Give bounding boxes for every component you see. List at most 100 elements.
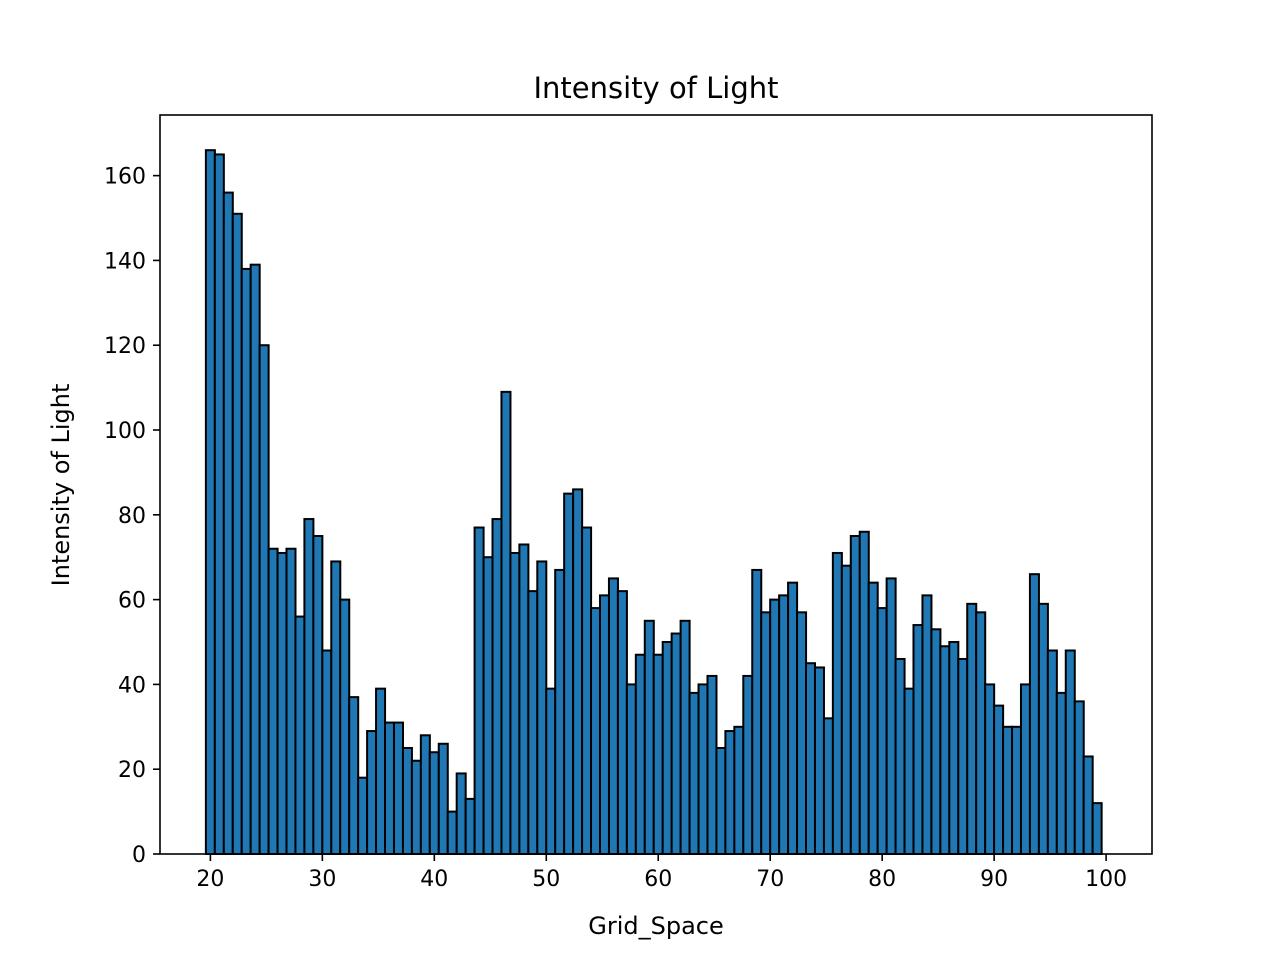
bar-38 — [545, 687, 557, 856]
bar-43 — [590, 607, 602, 856]
x-axis-label: Grid_Space — [588, 912, 724, 940]
bar-64 — [778, 594, 790, 855]
bar-95 — [1055, 691, 1067, 856]
bar-19 — [375, 687, 387, 856]
y-tick-label-80: 80 — [118, 504, 146, 529]
bar-79 — [912, 624, 924, 855]
bar-40 — [563, 492, 575, 855]
x-tick-label-50: 50 — [532, 867, 560, 892]
y-axis-label: Intensity of Light — [47, 384, 75, 587]
bar-84 — [957, 657, 969, 855]
bar-89 — [1002, 725, 1014, 855]
bar-52 — [670, 632, 682, 856]
bar-12 — [312, 535, 324, 855]
bar-15 — [339, 598, 351, 855]
bar-61 — [751, 568, 763, 855]
bar-9 — [285, 547, 297, 855]
x-tick-label-30: 30 — [308, 867, 336, 892]
bar-77 — [894, 657, 906, 855]
bar-7 — [267, 547, 279, 855]
bar-50 — [652, 653, 664, 855]
y-tick-label-100: 100 — [104, 419, 146, 444]
bar-98 — [1082, 755, 1094, 855]
bar-34 — [509, 551, 521, 855]
bar-51 — [661, 641, 673, 856]
bar-97 — [1073, 700, 1085, 855]
x-tick-label-60: 60 — [644, 867, 672, 892]
bar-2 — [222, 191, 234, 855]
bar-46 — [616, 590, 628, 855]
bar-62 — [760, 611, 772, 856]
bar-42 — [581, 526, 593, 856]
bar-72 — [849, 535, 861, 855]
bar-94 — [1046, 649, 1058, 855]
y-tick-label-160: 160 — [104, 165, 146, 190]
bar-14 — [330, 560, 342, 855]
bar-4 — [240, 267, 252, 856]
plot-area-frame — [159, 114, 1153, 855]
bar-67 — [805, 662, 817, 856]
bar-63 — [769, 598, 781, 855]
bar-88 — [993, 704, 1005, 855]
bar-3 — [231, 212, 243, 856]
y-tick-label-120: 120 — [104, 334, 146, 359]
bar-90 — [1011, 725, 1023, 855]
bar-48 — [634, 653, 646, 855]
bar-11 — [303, 518, 315, 855]
y-axis-ticks: 0 20 40 60 80 100 120 140 160 — [104, 165, 160, 868]
bar-39 — [554, 568, 566, 855]
bar-83 — [948, 641, 960, 856]
bar-69 — [822, 717, 834, 856]
y-tick-label-20: 20 — [118, 758, 146, 783]
bar-57 — [715, 747, 727, 855]
y-tick-label-0: 0 — [132, 843, 146, 868]
bar-16 — [348, 696, 360, 855]
bar-73 — [858, 530, 870, 856]
x-tick-label-100: 100 — [1085, 867, 1127, 892]
bar-56 — [706, 674, 718, 855]
bar-87 — [984, 683, 996, 855]
bar-1 — [213, 153, 225, 855]
y-tick-label-60: 60 — [118, 589, 146, 614]
bar-60 — [742, 674, 754, 855]
bar-32 — [491, 518, 503, 855]
x-tick-label-90: 90 — [980, 867, 1008, 892]
bar-6 — [258, 344, 270, 855]
bar-85 — [966, 602, 978, 855]
bar-36 — [527, 590, 539, 855]
bar-0 — [204, 149, 216, 855]
x-tick-label-70: 70 — [756, 867, 784, 892]
bar-93 — [1037, 602, 1049, 855]
bar-66 — [796, 611, 808, 856]
bar-80 — [921, 594, 933, 855]
bar-71 — [840, 564, 852, 855]
bar-91 — [1019, 683, 1031, 855]
bar-29 — [464, 797, 476, 856]
x-axis-ticks: 20 30 40 50 60 70 80 90 100 — [196, 854, 1127, 892]
bar-70 — [831, 551, 843, 855]
bar-10 — [294, 615, 306, 855]
x-tick-label-80: 80 — [868, 867, 896, 892]
bar-53 — [679, 619, 691, 855]
bar-44 — [598, 594, 610, 855]
bar-8 — [276, 551, 288, 855]
bar-76 — [885, 577, 897, 855]
bar-24 — [419, 734, 431, 855]
bar-25 — [428, 751, 440, 855]
y-tick-label-140: 140 — [104, 249, 146, 274]
bar-68 — [813, 666, 825, 856]
bar-75 — [876, 607, 888, 856]
bar-41 — [572, 488, 584, 855]
bar-82 — [939, 645, 951, 855]
bar-37 — [536, 560, 548, 855]
bar-31 — [482, 556, 494, 856]
bar-30 — [473, 526, 485, 856]
bar-99 — [1091, 802, 1103, 855]
bar-33 — [500, 390, 512, 855]
bar-27 — [446, 810, 458, 855]
bar-5 — [249, 263, 261, 856]
bar-78 — [903, 687, 915, 856]
bar-74 — [867, 581, 879, 856]
bar-35 — [518, 543, 530, 855]
